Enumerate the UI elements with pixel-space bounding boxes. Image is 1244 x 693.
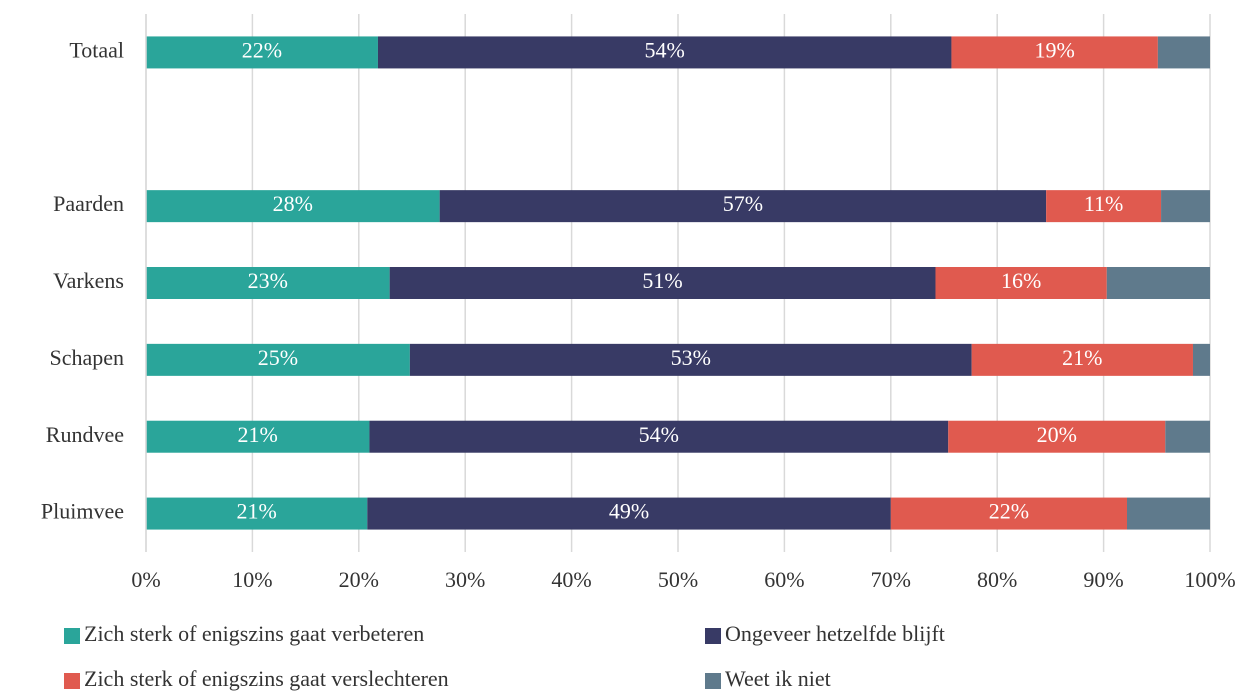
bar-segment — [146, 497, 368, 530]
data-label: 25% — [258, 345, 298, 370]
x-tick-label: 50% — [658, 567, 698, 592]
data-label: 28% — [273, 191, 313, 216]
legend-label: Zich sterk of enigszins gaat verbeteren — [84, 621, 424, 646]
bar-segment — [948, 420, 1166, 453]
x-tick-label: 40% — [551, 567, 591, 592]
legend-swatch — [64, 673, 80, 689]
data-label: 22% — [989, 499, 1029, 524]
bar-segment — [439, 190, 1047, 223]
bar-segment — [1165, 420, 1210, 453]
y-tick-label: Schapen — [49, 345, 124, 370]
bar-segment — [890, 497, 1128, 530]
bar-segment — [1046, 190, 1162, 223]
legend-swatch — [705, 673, 721, 689]
bar-segment — [146, 267, 390, 299]
x-tick-label: 100% — [1184, 567, 1235, 592]
x-tick-label: 10% — [232, 567, 272, 592]
data-label: 21% — [1062, 345, 1102, 370]
bar-segment — [1157, 36, 1210, 69]
bar-segment — [146, 343, 410, 376]
bar-segment — [389, 267, 936, 299]
bar-segment — [951, 36, 1158, 69]
bar-segment — [1161, 190, 1210, 223]
data-label: 20% — [1037, 422, 1077, 447]
legend-swatch — [705, 628, 721, 644]
x-tick-label: 30% — [445, 567, 485, 592]
y-tick-label: Totaal — [69, 37, 124, 62]
x-tick-label: 0% — [131, 567, 160, 592]
data-label: 51% — [642, 268, 682, 293]
x-tick-label: 90% — [1083, 567, 1123, 592]
data-label: 23% — [248, 268, 288, 293]
bar-segment — [935, 267, 1107, 299]
bar-segment — [146, 36, 378, 69]
bar-segment — [146, 420, 370, 453]
data-label: 19% — [1034, 37, 1074, 62]
bar-segment — [146, 190, 440, 223]
bar-segment — [377, 36, 952, 69]
data-label: 11% — [1084, 191, 1124, 216]
data-label: 53% — [671, 345, 711, 370]
x-tick-label: 80% — [977, 567, 1017, 592]
y-tick-label: Pluimvee — [41, 499, 124, 524]
legend-swatch — [64, 628, 80, 644]
bar-segment — [971, 343, 1193, 376]
data-label: 16% — [1001, 268, 1041, 293]
bar-segment — [409, 343, 972, 376]
bar-segment — [1106, 267, 1210, 299]
bar-segment — [1192, 343, 1210, 376]
data-label: 49% — [609, 499, 649, 524]
x-tick-label: 60% — [764, 567, 804, 592]
x-tick-label: 20% — [339, 567, 379, 592]
y-tick-label: Varkens — [53, 268, 124, 293]
data-label: 54% — [639, 422, 679, 447]
legend-label: Zich sterk of enigszins gaat verslechter… — [84, 666, 449, 691]
data-label: 57% — [723, 191, 763, 216]
data-label: 21% — [238, 422, 278, 447]
bar-segment — [367, 497, 891, 530]
legend-label: Ongeveer hetzelfde blijft — [725, 621, 945, 646]
data-label: 54% — [645, 37, 685, 62]
y-tick-label: Paarden — [53, 191, 124, 216]
bar-segment — [1127, 497, 1210, 530]
data-label: 21% — [236, 499, 276, 524]
legend-label: Weet ik niet — [725, 666, 831, 691]
y-tick-label: Rundvee — [46, 422, 124, 447]
bar-segment — [369, 420, 949, 453]
data-label: 22% — [242, 37, 282, 62]
x-tick-label: 70% — [871, 567, 911, 592]
